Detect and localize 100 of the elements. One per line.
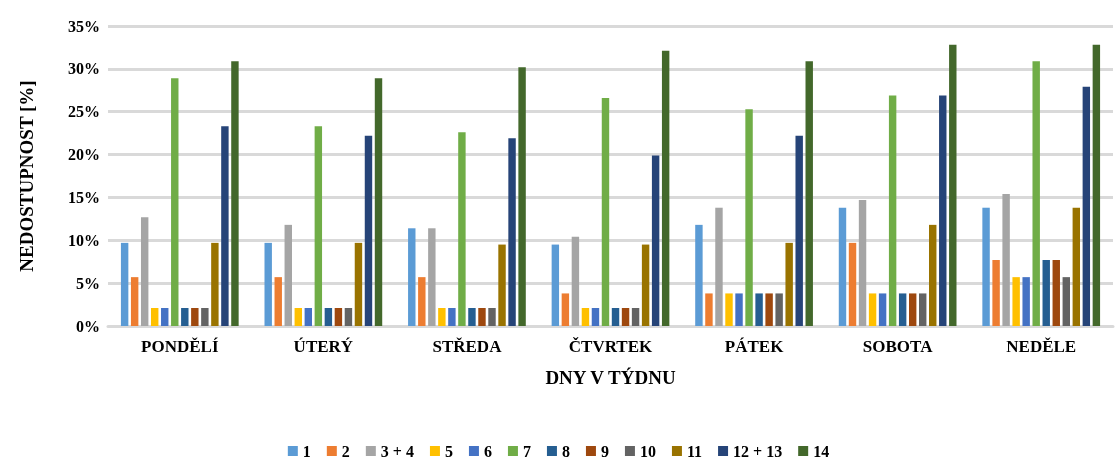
bar bbox=[848, 242, 857, 326]
x-tick-label: PONDĚLÍ bbox=[141, 337, 219, 356]
bar bbox=[418, 277, 426, 326]
legend-label: 12 + 13 bbox=[733, 442, 783, 460]
bar bbox=[621, 308, 630, 326]
bar bbox=[364, 135, 373, 326]
bar bbox=[211, 242, 219, 326]
legend-label: 14 bbox=[813, 442, 830, 460]
bar bbox=[795, 135, 803, 326]
bar bbox=[314, 126, 323, 326]
bar bbox=[661, 50, 670, 326]
x-tick-label: PÁTEK bbox=[724, 337, 785, 356]
bar bbox=[274, 277, 282, 326]
bar bbox=[785, 242, 793, 326]
bar bbox=[304, 308, 313, 326]
bar bbox=[498, 244, 506, 326]
x-axis-title: DNY V TÝDNU bbox=[545, 367, 676, 388]
bar bbox=[458, 132, 466, 326]
y-tick-label: 10% bbox=[68, 231, 100, 249]
bar bbox=[1012, 277, 1020, 326]
bar bbox=[408, 228, 416, 326]
bar bbox=[151, 308, 159, 326]
bar bbox=[508, 138, 516, 326]
y-tick-label: 20% bbox=[68, 146, 100, 164]
bar bbox=[294, 308, 302, 326]
legend-label: 6 bbox=[483, 442, 492, 460]
bar bbox=[571, 236, 580, 326]
bar bbox=[130, 277, 139, 326]
bar bbox=[888, 95, 897, 326]
bar bbox=[929, 224, 937, 326]
legend-label: 5 bbox=[444, 442, 453, 460]
bar bbox=[344, 308, 353, 326]
bar bbox=[641, 244, 650, 326]
bar bbox=[1022, 277, 1030, 326]
bar bbox=[171, 78, 179, 326]
y-tick-label: 25% bbox=[68, 103, 100, 121]
bar bbox=[324, 308, 333, 326]
y-tick-label: 35% bbox=[68, 17, 100, 35]
bar bbox=[591, 308, 600, 326]
bar bbox=[908, 293, 917, 326]
bar bbox=[1092, 44, 1101, 326]
bar bbox=[561, 293, 570, 326]
bar bbox=[518, 67, 526, 326]
bar bbox=[765, 293, 773, 326]
legend-label: 7 bbox=[522, 442, 531, 460]
bar bbox=[354, 242, 363, 326]
bar bbox=[1072, 207, 1081, 326]
bar bbox=[334, 308, 343, 326]
bar bbox=[161, 308, 169, 326]
bar bbox=[120, 242, 129, 326]
bar bbox=[438, 308, 446, 326]
bar bbox=[181, 308, 189, 326]
bar bbox=[1032, 61, 1040, 326]
bar bbox=[651, 155, 660, 326]
legend-label: 10 bbox=[639, 442, 656, 460]
bar bbox=[1062, 277, 1070, 326]
bar bbox=[428, 228, 436, 326]
bar bbox=[1052, 260, 1060, 326]
bar bbox=[949, 44, 957, 326]
bar bbox=[715, 207, 723, 326]
bar bbox=[939, 95, 947, 326]
legend-label: 8 bbox=[561, 442, 570, 460]
bar bbox=[201, 308, 209, 326]
bar bbox=[755, 293, 763, 326]
x-tick-label: NEDĚLE bbox=[1006, 337, 1077, 356]
legend-label: 9 bbox=[600, 442, 609, 460]
y-tick-label: 15% bbox=[68, 188, 100, 206]
bar bbox=[551, 244, 560, 326]
bar bbox=[1042, 260, 1050, 326]
bar bbox=[982, 207, 990, 326]
x-tick-label: ÚTERÝ bbox=[293, 337, 354, 356]
bar bbox=[374, 78, 383, 326]
bar bbox=[745, 109, 753, 326]
bar bbox=[838, 207, 847, 326]
bar bbox=[775, 293, 783, 326]
bar bbox=[858, 200, 867, 326]
bar bbox=[581, 308, 590, 326]
bar bbox=[611, 308, 620, 326]
legend-label: 11 bbox=[686, 442, 703, 460]
bar bbox=[631, 308, 640, 326]
bar bbox=[919, 293, 927, 326]
bar bbox=[695, 224, 703, 326]
bar bbox=[992, 260, 1000, 326]
legend-label: 2 bbox=[341, 442, 350, 460]
y-tick-label: 5% bbox=[76, 274, 100, 292]
bar bbox=[284, 224, 292, 326]
bar bbox=[878, 293, 887, 326]
bar bbox=[448, 308, 456, 326]
bar bbox=[735, 293, 743, 326]
x-tick-label: ČTVRTEK bbox=[568, 337, 654, 356]
legend-label: 3 + 4 bbox=[380, 442, 414, 460]
legend-label: 1 bbox=[302, 442, 311, 460]
bar bbox=[805, 61, 813, 326]
y-tick-label: 0% bbox=[76, 317, 100, 335]
x-tick-label: STŘEDA bbox=[432, 337, 503, 356]
x-tick-label: SOBOTA bbox=[862, 337, 934, 356]
bar bbox=[725, 293, 733, 326]
bar bbox=[1002, 194, 1010, 326]
bar bbox=[468, 308, 476, 326]
bar bbox=[140, 217, 149, 326]
